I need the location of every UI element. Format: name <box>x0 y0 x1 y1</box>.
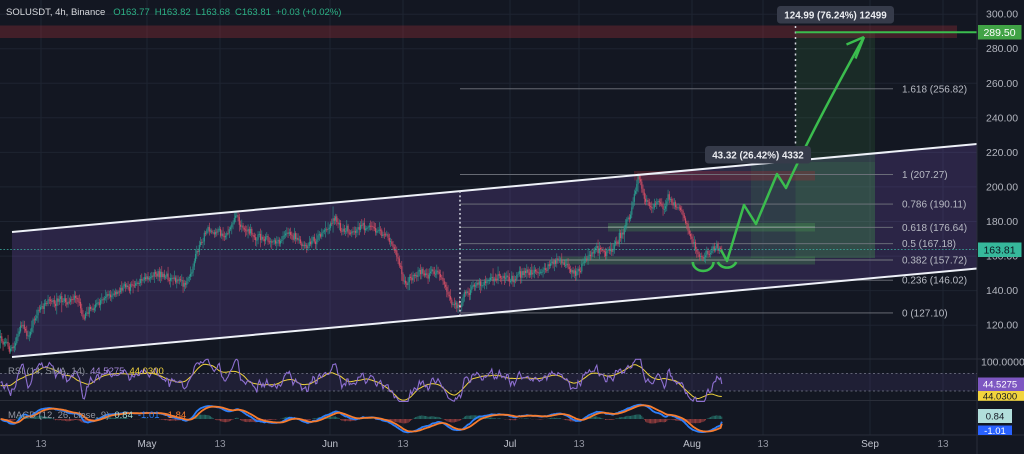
svg-text:-1.01: -1.01 <box>984 426 1006 437</box>
svg-text:Jul: Jul <box>504 439 517 450</box>
svg-text:0.84: 0.84 <box>986 412 1005 423</box>
svg-text:13: 13 <box>397 439 409 450</box>
svg-text:13: 13 <box>573 439 585 450</box>
svg-text:13: 13 <box>35 439 47 450</box>
svg-text:0.382 (157.72): 0.382 (157.72) <box>902 256 967 267</box>
svg-text:124.99 (76.24%) 12499: 124.99 (76.24%) 12499 <box>784 11 887 22</box>
svg-text:43.32 (26.42%) 4332: 43.32 (26.42%) 4332 <box>712 151 804 162</box>
svg-text:0.618 (176.64): 0.618 (176.64) <box>902 223 967 234</box>
svg-text:120.00: 120.00 <box>986 320 1018 332</box>
svg-text:140.00: 140.00 <box>986 285 1018 297</box>
svg-text:Jun: Jun <box>322 439 338 450</box>
svg-text:Sep: Sep <box>861 439 879 450</box>
svg-text:1.618 (256.82): 1.618 (256.82) <box>902 84 967 95</box>
svg-text:0 (127.10): 0 (127.10) <box>902 308 948 319</box>
svg-text:13: 13 <box>757 439 769 450</box>
svg-text:13: 13 <box>214 439 226 450</box>
svg-text:1 (207.27): 1 (207.27) <box>902 170 948 181</box>
svg-text:289.50: 289.50 <box>983 27 1015 39</box>
svg-text:0.786 (190.11): 0.786 (190.11) <box>902 200 966 211</box>
svg-text:180.00: 180.00 <box>986 216 1018 228</box>
svg-text:300.00: 300.00 <box>986 9 1018 21</box>
svg-text:0.236 (146.02): 0.236 (146.02) <box>902 276 967 287</box>
svg-text:100.0000: 100.0000 <box>981 357 1024 369</box>
svg-text:240.00: 240.00 <box>986 112 1018 124</box>
svg-text:220.00: 220.00 <box>986 147 1018 159</box>
svg-text:44.0300: 44.0300 <box>983 392 1017 403</box>
svg-text:13: 13 <box>937 439 949 450</box>
svg-text:44.5275: 44.5275 <box>983 380 1017 391</box>
svg-text:280.00: 280.00 <box>986 43 1018 55</box>
svg-text:260.00: 260.00 <box>986 78 1018 90</box>
svg-text:Aug: Aug <box>683 439 701 450</box>
svg-text:May: May <box>138 439 157 450</box>
svg-text:MACD (12, 26, close, 9)0.84-1.: MACD (12, 26, close, 9) 0.84 -1.01 -1.84 <box>8 410 186 421</box>
svg-text:200.00: 200.00 <box>986 181 1018 193</box>
svg-text:163.81: 163.81 <box>983 245 1015 257</box>
svg-text:0.5 (167.18): 0.5 (167.18) <box>902 239 956 250</box>
